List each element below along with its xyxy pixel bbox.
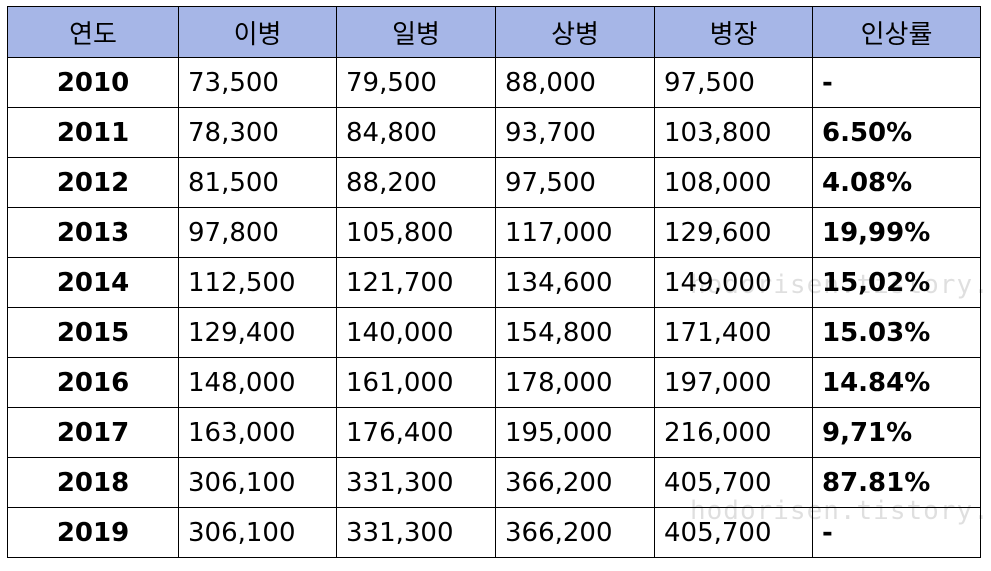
year-cell: 2013 [7,207,179,258]
year-cell: 2018 [7,457,179,508]
sergeant-pay-cell: 149,000 [654,257,813,308]
sergeant-pay-cell: 108,000 [654,157,813,208]
corporal-pay-cell: 366,200 [495,507,655,558]
sergeant-pay-cell: 171,400 [654,307,813,358]
pfc-pay-cell: 331,300 [336,507,496,558]
sergeant-pay-cell: 197,000 [654,357,813,408]
private-pay-cell: 306,100 [178,457,337,508]
increase-rate-cell: 15.03% [812,307,981,358]
sergeant-pay-cell: 103,800 [654,107,813,158]
pfc-pay-cell: 105,800 [336,207,496,258]
header-year: 연도 [7,6,179,58]
pfc-pay-cell: 88,200 [336,157,496,208]
pfc-pay-cell: 161,000 [336,357,496,408]
pfc-pay-cell: 84,800 [336,107,496,158]
sergeant-pay-cell: 97,500 [654,57,813,108]
year-cell: 2012 [7,157,179,208]
year-cell: 2017 [7,407,179,458]
sergeant-pay-cell: 405,700 [654,507,813,558]
increase-rate-cell: 19,99% [812,207,981,258]
year-cell: 2015 [7,307,179,358]
sergeant-pay-cell: 405,700 [654,457,813,508]
private-pay-cell: 306,100 [178,507,337,558]
table-row: 2019 306,100 331,300 366,200 405,700 - [7,507,981,558]
year-cell: 2010 [7,57,179,108]
corporal-pay-cell: 97,500 [495,157,655,208]
corporal-pay-cell: 134,600 [495,257,655,308]
watermark-text: hodorisen.tistory.com [690,496,991,526]
table-row: 2018 306,100 331,300 366,200 405,700 87.… [7,457,981,508]
private-pay-cell: 112,500 [178,257,337,308]
private-pay-cell: 78,300 [178,107,337,158]
sergeant-pay-cell: 216,000 [654,407,813,458]
increase-rate-cell: - [812,507,981,558]
corporal-pay-cell: 93,700 [495,107,655,158]
pfc-pay-cell: 79,500 [336,57,496,108]
year-cell: 2014 [7,257,179,308]
increase-rate-cell: 14.84% [812,357,981,408]
header-corporal: 상병 [495,6,655,58]
table-row: 2017 163,000 176,400 195,000 216,000 9,7… [7,407,981,458]
table-row: 2011 78,300 84,800 93,700 103,800 6.50% [7,107,981,158]
pfc-pay-cell: 176,400 [336,407,496,458]
table-row: 2010 73,500 79,500 88,000 97,500 - [7,57,981,108]
corporal-pay-cell: 117,000 [495,207,655,258]
header-private: 이병 [178,6,337,58]
corporal-pay-cell: 88,000 [495,57,655,108]
sergeant-pay-cell: 129,600 [654,207,813,258]
private-pay-cell: 163,000 [178,407,337,458]
table-row: 2013 97,800 105,800 117,000 129,600 19,9… [7,207,981,258]
increase-rate-cell: 9,71% [812,407,981,458]
pfc-pay-cell: 121,700 [336,257,496,308]
increase-rate-cell: 87.81% [812,457,981,508]
header-row: 연도 이병 일병 상병 병장 인상률 [7,6,981,58]
year-cell: 2019 [7,507,179,558]
pfc-pay-cell: 140,000 [336,307,496,358]
watermark-text: hodorisen.tistory.com [690,270,991,300]
private-pay-cell: 97,800 [178,207,337,258]
year-cell: 2016 [7,357,179,408]
corporal-pay-cell: 366,200 [495,457,655,508]
salary-table: 연도 이병 일병 상병 병장 인상률 2010 73,500 79,500 88… [7,6,981,558]
private-pay-cell: 81,500 [178,157,337,208]
year-cell: 2011 [7,107,179,158]
pfc-pay-cell: 331,300 [336,457,496,508]
private-pay-cell: 148,000 [178,357,337,408]
increase-rate-cell: 6.50% [812,107,981,158]
private-pay-cell: 73,500 [178,57,337,108]
table-row: 2016 148,000 161,000 178,000 197,000 14.… [7,357,981,408]
header-private-first-class: 일병 [336,6,496,58]
corporal-pay-cell: 178,000 [495,357,655,408]
table-row: 2012 81,500 88,200 97,500 108,000 4.08% [7,157,981,208]
corporal-pay-cell: 154,800 [495,307,655,358]
corporal-pay-cell: 195,000 [495,407,655,458]
increase-rate-cell: - [812,57,981,108]
header-sergeant: 병장 [654,6,813,58]
increase-rate-cell: 4.08% [812,157,981,208]
table-row: 2015 129,400 140,000 154,800 171,400 15.… [7,307,981,358]
header-increase-rate: 인상률 [812,6,981,58]
private-pay-cell: 129,400 [178,307,337,358]
